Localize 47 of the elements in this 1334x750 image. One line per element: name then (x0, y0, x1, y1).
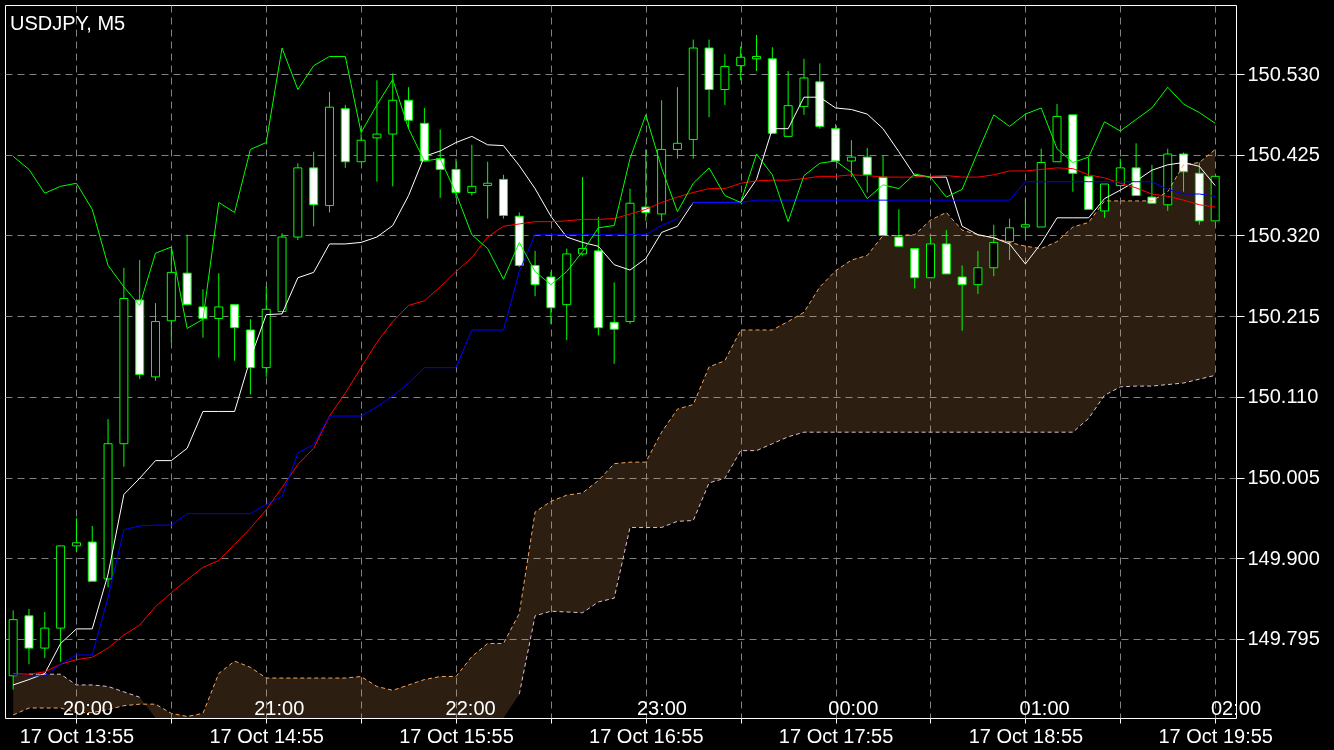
candlestick (1179, 152, 1189, 193)
candlestick (752, 34, 762, 72)
candlestick (578, 176, 588, 256)
y-tick-label: 150.005 (1247, 466, 1320, 489)
x2-tick-label: 01:00 (1019, 697, 1070, 719)
candlestick (641, 148, 651, 222)
x-tick-label: 17 Oct 14:55 (209, 724, 324, 747)
x2-tick-label: 21:00 (254, 697, 305, 719)
x-tick-label: 17 Oct 17:55 (778, 724, 894, 747)
candlestick (1005, 218, 1015, 261)
candlestick (467, 144, 477, 197)
candlestick (1020, 198, 1030, 236)
candlestick (672, 86, 682, 160)
candlestick (71, 517, 81, 552)
x-tick-label: 17 Oct 16:55 (589, 724, 704, 747)
candlestick (356, 132, 366, 163)
candlestick (483, 161, 493, 220)
candlestick (736, 45, 746, 81)
candlestick (957, 264, 967, 332)
candlestick (214, 272, 224, 359)
x-tick-label: 17 Oct 19:55 (1158, 724, 1273, 747)
x2-tick-label: 20:00 (62, 697, 113, 719)
x2-tick-label: 00:00 (828, 697, 879, 719)
candlestick (609, 281, 619, 365)
candlestick (720, 53, 730, 106)
y-tick-label: 150.110 (1247, 385, 1319, 408)
candlestick (230, 304, 240, 362)
candlestick (530, 250, 540, 297)
y-tick-label: 150.215 (1247, 304, 1320, 327)
candlestick (846, 139, 856, 178)
x-tick-label: 17 Oct 18:55 (968, 724, 1084, 747)
y-tick-label: 150.530 (1247, 62, 1320, 85)
y-tick-label: 150.320 (1247, 224, 1320, 246)
y-tick-label: 149.795 (1247, 627, 1320, 650)
x2-tick-label: 23:00 (636, 697, 687, 719)
chart-title: USDJPY, M5 (10, 12, 126, 34)
candlestick (894, 208, 904, 247)
candlestick (40, 611, 50, 659)
x-tick-label: 17 Oct 13:55 (19, 724, 135, 747)
x-tick-label: 17 Oct 15:55 (399, 724, 514, 747)
candlestick (973, 250, 983, 295)
candlestick (862, 147, 872, 193)
x2-tick-label: 22:00 (445, 697, 496, 719)
candlestick (451, 158, 461, 199)
y-tick-label: 150.425 (1247, 143, 1320, 166)
y-tick-label: 149.900 (1247, 546, 1320, 569)
candlestick (372, 79, 382, 183)
